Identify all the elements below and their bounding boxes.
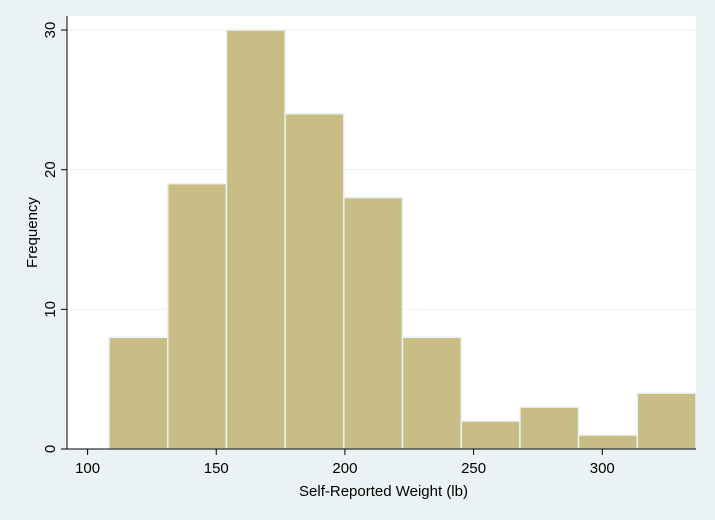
histogram-bar: [225, 29, 286, 450]
histogram-bar: [401, 336, 462, 450]
x-tick-label: 100: [75, 460, 100, 477]
x-tick-label: 250: [461, 460, 486, 477]
histogram-bar: [460, 420, 521, 450]
y-tick-label: 20: [42, 161, 59, 178]
histogram-bar: [108, 336, 169, 450]
histogram-bar: [284, 113, 345, 450]
y-tick-label: 10: [42, 301, 59, 318]
histogram-bar: [166, 182, 228, 450]
histogram-bar: [577, 434, 639, 450]
histogram-bar: [636, 392, 697, 450]
tick-labels: 100 150 200 250 300 0 10 20 30: [42, 22, 615, 477]
x-tick-label: 200: [332, 460, 357, 477]
x-tick-label: 150: [204, 460, 229, 477]
bars: [108, 29, 697, 450]
x-axis-title: Self-Reported Weight (lb): [299, 483, 468, 500]
axes: [66, 16, 696, 450]
y-tick-label: 30: [42, 22, 59, 39]
y-axis-title: Frequency: [24, 197, 41, 268]
histogram-bar: [519, 406, 580, 450]
y-tick-label: 0: [42, 445, 59, 453]
histogram-bar: [343, 196, 404, 450]
x-tick-label: 300: [590, 460, 615, 477]
